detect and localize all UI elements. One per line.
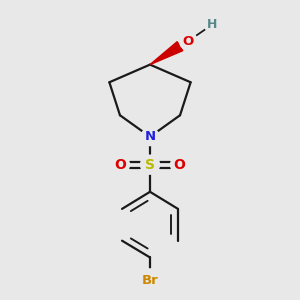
Polygon shape xyxy=(150,42,183,64)
Text: Br: Br xyxy=(142,274,158,286)
Text: H: H xyxy=(207,18,217,32)
Text: S: S xyxy=(145,158,155,172)
Circle shape xyxy=(141,155,159,174)
Circle shape xyxy=(139,269,161,291)
Circle shape xyxy=(141,128,159,146)
Text: O: O xyxy=(173,158,185,172)
Text: O: O xyxy=(183,34,194,48)
Circle shape xyxy=(171,156,188,174)
Circle shape xyxy=(112,156,129,174)
Circle shape xyxy=(179,32,197,50)
Text: O: O xyxy=(115,158,127,172)
Circle shape xyxy=(205,17,219,32)
Text: N: N xyxy=(144,130,156,143)
